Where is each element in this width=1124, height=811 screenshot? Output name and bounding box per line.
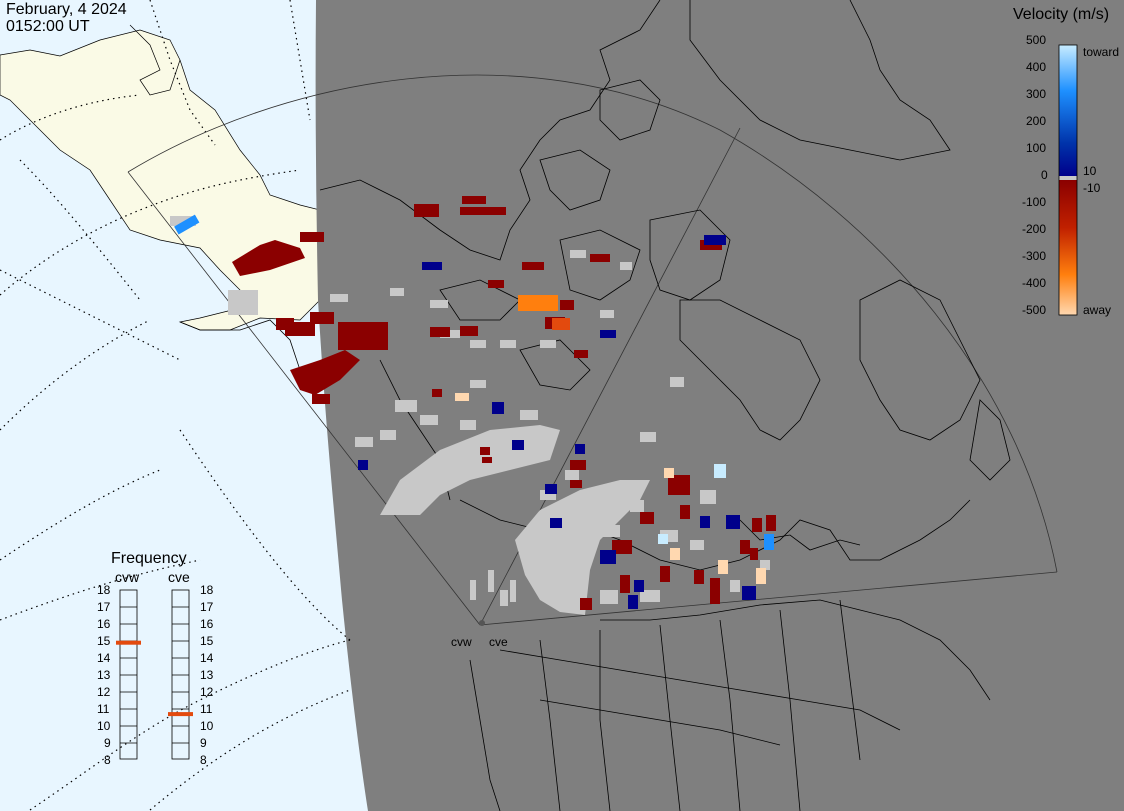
frequency-marker-cvw [116,640,141,645]
coastline [129,24,181,96]
frequency-tick-right: 16 [200,617,214,631]
frequency-tick-right: 13 [200,668,214,682]
frequency-tick-left: 10 [97,719,111,733]
frequency-tick-right: 9 [200,736,207,750]
station-label-cvw: cvw [451,635,472,649]
velocity-toward-fast [174,214,774,550]
night-region [315,0,1124,811]
frequency-tick-left: 8 [104,753,111,767]
frequency-tick-right: 18 [200,583,214,597]
frequency-tick-left: 9 [104,736,111,750]
velocity-tick: -500 [1022,303,1047,317]
velocity-toward-high [658,464,726,544]
velocity-tick: 100 [1026,141,1047,155]
frequency-tick-left: 17 [97,600,111,614]
frequency-markers [116,640,193,717]
velocity-tick: 200 [1026,114,1047,128]
frequency-tick-left: 13 [97,668,111,682]
radar-name-cve: cve [168,569,190,585]
frequency-tick-right: 10 [200,719,214,733]
frequency-tick-left: 16 [97,617,111,631]
threshold-positive: 10 [1083,164,1097,178]
frequency-tick-right: 11 [200,702,213,716]
frequency-tick-left: 14 [97,651,111,665]
frequency-marker-cve [168,712,193,717]
velocity-tick: 300 [1026,87,1047,101]
radar-name-cvw: cvw [115,569,140,585]
date-label: February, 4 2024 [6,1,127,18]
away-label: away [1083,303,1112,317]
frequency-tick-left: 11 [97,702,110,716]
velocity-tick: 400 [1026,60,1047,74]
toward-label: toward [1083,45,1120,59]
frequency-tick-right: 14 [200,651,214,665]
velocity-colorbar [1058,44,1078,316]
velocity-tick: -400 [1022,276,1047,290]
time-label: 0152:00 UT [6,18,90,35]
velocity-away-fast [518,295,558,311]
graticule [0,0,351,811]
velocity-away-mid [552,318,570,330]
radar-stations: cvw cve [451,620,508,649]
velocity-scale-title: Velocity (m/s) [1013,6,1110,23]
frequency-tick-left: 12 [97,685,111,699]
velocity-away [232,196,776,610]
frequency-tick-left: 15 [97,634,111,648]
frequency-gauges [119,589,190,760]
velocity-tick: 0 [1041,168,1048,182]
frequency-tick-right: 15 [200,634,214,648]
velocity-tick: -200 [1022,222,1047,236]
velocity-tick: -300 [1022,249,1047,263]
threshold-negative: -10 [1083,181,1101,195]
frequency-tick-left: 18 [97,583,111,597]
frequency-tick-right: 17 [200,600,214,614]
frequency-title: Frequency [111,550,187,567]
velocity-tick: 500 [1026,33,1047,47]
velocity-toward [358,235,756,609]
frequency-tick-right: 12 [200,685,214,699]
velocity-tick: -100 [1022,195,1047,209]
frequency-tick-right: 8 [200,753,207,767]
station-label-cve: cve [489,635,508,649]
velocity-away-high [455,393,766,584]
